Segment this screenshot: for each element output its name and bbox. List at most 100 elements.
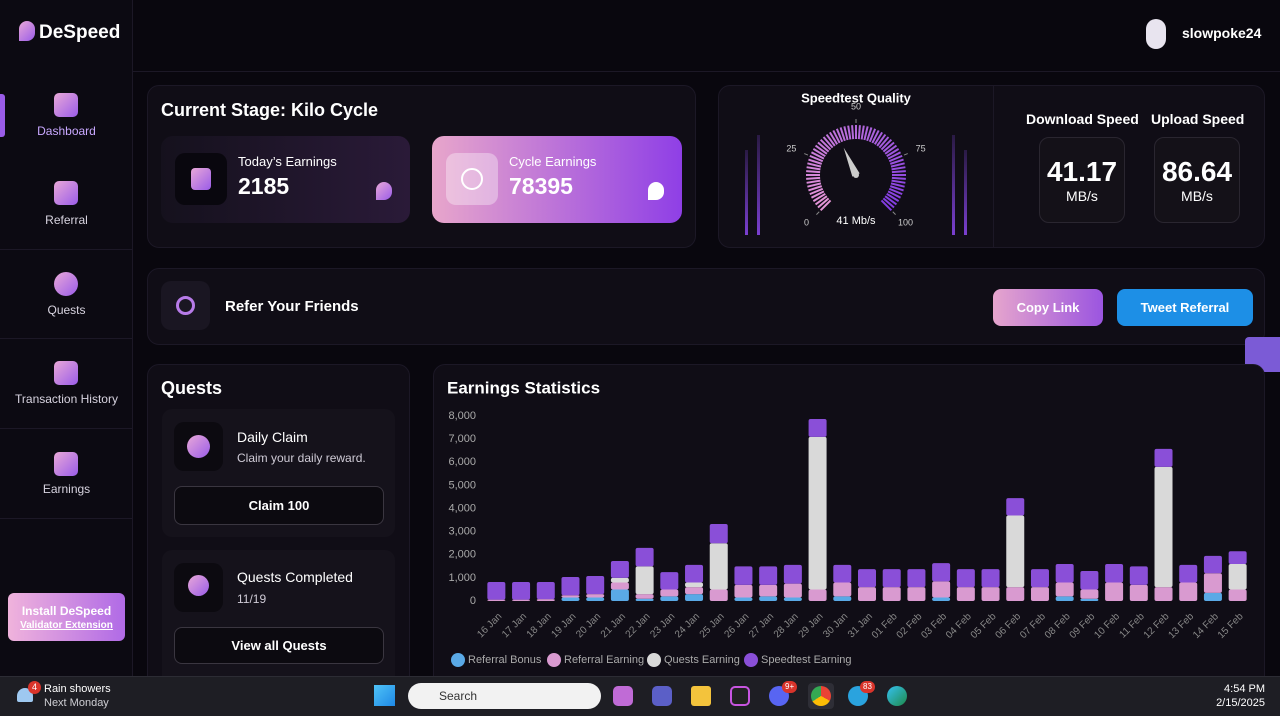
gauge-stripe (810, 151, 825, 160)
bar-segment (561, 597, 580, 601)
bar-segment (635, 547, 654, 567)
pin-icon (376, 182, 392, 200)
gauge-tick (892, 211, 896, 215)
gauge-stripe (814, 144, 828, 155)
bar-segment (956, 569, 975, 588)
gauge-stripe (891, 166, 906, 171)
gauge-stripe (819, 199, 832, 212)
bar-segment (1055, 596, 1074, 601)
gauge-stripe (806, 170, 821, 174)
gauge-stripe (891, 179, 906, 184)
x-tick-label: 01 Feb (870, 611, 900, 641)
gauge-stripe (876, 133, 887, 147)
weather-sub: Next Monday (44, 697, 109, 709)
gauge-stripe (889, 158, 904, 165)
app-icon[interactable] (811, 686, 831, 706)
refer-icon (176, 296, 195, 315)
gauge-tick-label: 100 (898, 217, 913, 227)
bar-segment (709, 543, 728, 590)
divider (0, 428, 133, 429)
gauge-stripe (835, 128, 844, 143)
x-tick-label: 02 Feb (895, 611, 925, 641)
install-banner[interactable]: Install DeSpeed Validator Extension (8, 593, 125, 641)
nav-item[interactable]: Dashboard (37, 124, 96, 138)
x-tick-label: 07 Feb (1018, 611, 1048, 641)
app-icon[interactable] (730, 686, 750, 706)
legend-label: Referral Bonus (468, 654, 542, 666)
app-icon[interactable] (652, 686, 672, 706)
gauge-value-label: 41 Mb/s (836, 215, 876, 227)
bar-segment (783, 597, 802, 601)
view-quests-button[interactable]: View all Quests (174, 627, 384, 664)
x-tick-label: 11 Feb (1118, 611, 1148, 641)
gauge-stripe (810, 190, 825, 199)
bar-segment (1080, 598, 1099, 601)
bar-segment (882, 587, 901, 601)
app-icon[interactable] (613, 686, 633, 706)
bar-segment (907, 587, 926, 601)
bar-segment (1055, 582, 1074, 597)
x-tick-label: 19 Jan (549, 611, 578, 640)
install-title: Install DeSpeed (21, 604, 112, 618)
upload-value: 86.64 (1161, 156, 1233, 187)
bar-segment (1030, 587, 1049, 601)
legend-label: Referral Earning (564, 654, 644, 666)
search-box[interactable]: Search (408, 683, 601, 709)
nav-item[interactable]: Transaction History (15, 392, 118, 406)
start-button[interactable] (374, 685, 395, 706)
gauge-stripe (863, 126, 869, 141)
gauge-stripe (871, 129, 880, 144)
bar-segment (1105, 582, 1124, 601)
nav-item[interactable]: Referral (45, 213, 88, 227)
x-tick-label: 08 Feb (1043, 611, 1073, 641)
avatar[interactable] (1146, 19, 1166, 49)
claim-button[interactable]: Claim 100 (174, 486, 384, 525)
bar-segment (685, 582, 704, 588)
gauge-stripe (809, 154, 824, 163)
bar-segment (981, 587, 1000, 601)
x-tick-label: 31 Jan (846, 611, 875, 640)
gauge-stripe (819, 138, 832, 151)
bar-segment (833, 582, 852, 597)
bar-segment (1006, 498, 1025, 516)
tweet-button[interactable]: Tweet Referral (1117, 289, 1253, 326)
app-icon[interactable] (887, 686, 907, 706)
app-icon[interactable] (691, 686, 711, 706)
username[interactable]: slowpoke24 (1182, 25, 1262, 41)
taskbar (0, 676, 1280, 716)
x-tick-label: 22 Jan (624, 611, 653, 640)
x-tick-label: 17 Jan (500, 611, 529, 640)
gauge-stripe (822, 136, 834, 149)
gauge-stripe (814, 195, 828, 206)
completed-value: 11/19 (237, 592, 267, 606)
check-icon (461, 168, 483, 190)
download-value: 41.17 (1046, 156, 1118, 187)
nav-item[interactable]: Earnings (42, 482, 91, 496)
gauge-stripe (866, 127, 873, 142)
bar-segment (858, 569, 876, 588)
bar-segment (1105, 564, 1124, 583)
x-tick-label: 14 Feb (1191, 611, 1221, 641)
copy-link-button[interactable]: Copy Link (993, 289, 1103, 326)
y-tick-label: 5,000 (448, 479, 476, 491)
install-link[interactable]: Validator Extension (20, 620, 113, 631)
bar-segment (536, 582, 555, 600)
divider (993, 86, 994, 247)
gauge-tick (804, 153, 809, 156)
gauge-stripe (806, 176, 821, 180)
gauge-stripe (882, 141, 895, 153)
gauge-stripe (887, 151, 902, 160)
legend-swatch (451, 653, 465, 667)
weather-text[interactable]: Rain showers (44, 683, 111, 695)
bar-segment (610, 560, 629, 578)
bar-segment (932, 581, 951, 598)
x-tick-label: 30 Jan (821, 611, 850, 640)
y-tick-label: 0 (470, 595, 476, 607)
clock-time[interactable]: 4:54 PM (1224, 683, 1265, 695)
side-bar (964, 150, 967, 235)
gauge-stripe (817, 141, 830, 153)
nav-item[interactable]: Quests (47, 303, 86, 317)
bar-segment (1154, 448, 1173, 467)
gauge-title: Speedtest Quality (801, 90, 912, 105)
